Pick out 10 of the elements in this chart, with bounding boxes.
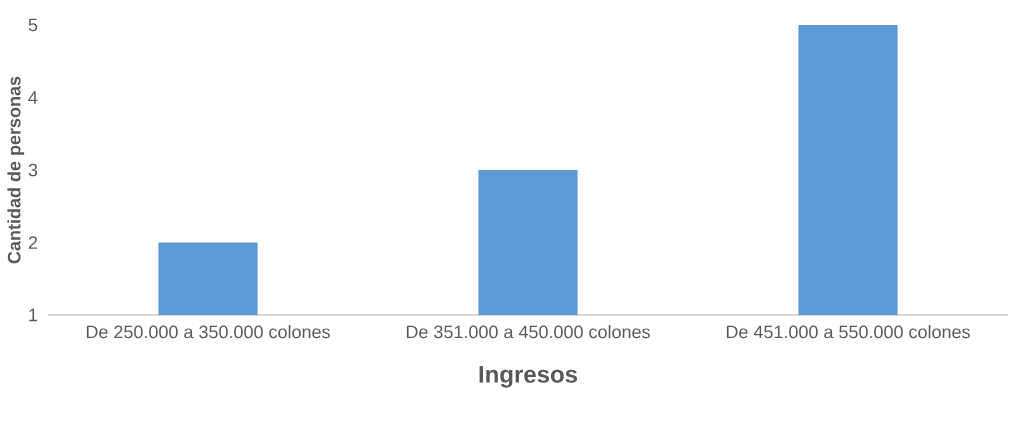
y-tick-label: 4 <box>28 91 38 104</box>
x-axis-title: Ingresos <box>479 366 578 388</box>
y-tick-label: 2 <box>28 236 38 249</box>
x-tick-label: De 250.000 a 350.000 colones <box>86 325 330 339</box>
x-tick-label: De 451.000 a 550.000 colones <box>726 325 970 339</box>
y-tick-label: 1 <box>29 308 38 322</box>
y-tick-label: 5 <box>28 18 38 32</box>
y-tick-label: 3 <box>28 163 38 177</box>
x-tick-label: De 351.000 a 450.000 colones <box>406 325 650 339</box>
y-axis-title: Cantidad de personas <box>7 76 25 264</box>
